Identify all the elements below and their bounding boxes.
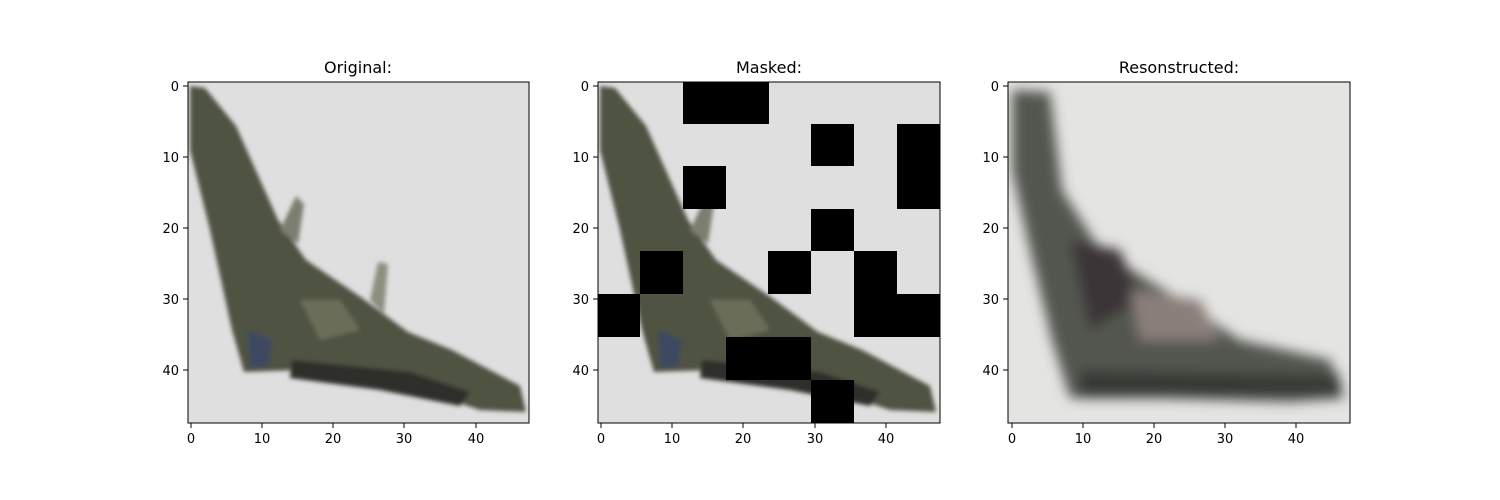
y-tick-label: 20 bbox=[982, 222, 999, 237]
axes-frame bbox=[597, 81, 941, 424]
y-axis bbox=[593, 85, 598, 371]
y-axis bbox=[183, 85, 188, 371]
y-tick-label: 40 bbox=[162, 364, 179, 379]
y-tick-label: 10 bbox=[162, 151, 179, 166]
x-axis bbox=[190, 423, 477, 428]
x-tick-label: 20 bbox=[325, 432, 342, 447]
x-tick-label: 30 bbox=[396, 432, 413, 447]
y-tick-label: 30 bbox=[982, 293, 999, 308]
x-tick-label: 0 bbox=[187, 432, 195, 447]
y-tick-label: 0 bbox=[581, 80, 589, 95]
x-tick-label: 40 bbox=[878, 432, 895, 447]
panel-reconstructed: Resonstructed: 0 10 20 30 40 bbox=[982, 58, 1351, 447]
x-tick-label: 30 bbox=[1217, 432, 1234, 447]
x-tick-label: 40 bbox=[1288, 432, 1305, 447]
y-tick-label: 20 bbox=[162, 222, 179, 237]
x-tick-label: 10 bbox=[1075, 432, 1092, 447]
x-tick-label: 20 bbox=[735, 432, 752, 447]
image-original bbox=[188, 82, 529, 423]
x-axis bbox=[1011, 423, 1297, 428]
x-tick-label: 40 bbox=[468, 432, 485, 447]
axes-frame bbox=[187, 81, 530, 424]
image-masked bbox=[598, 82, 940, 423]
y-tick-label: 40 bbox=[982, 364, 999, 379]
y-tick-label: 0 bbox=[171, 80, 179, 95]
x-tick-label: 10 bbox=[254, 432, 271, 447]
panel-masked: Masked: bbox=[572, 58, 941, 447]
y-tick-label: 0 bbox=[991, 80, 999, 95]
y-tick-label: 40 bbox=[572, 364, 589, 379]
y-axis bbox=[1003, 85, 1008, 371]
y-tick-label: 10 bbox=[982, 151, 999, 166]
image-reconstructed bbox=[1008, 82, 1350, 423]
y-tick-label: 10 bbox=[572, 151, 589, 166]
panel-original: Original: 0 10 20 30 40 bbox=[162, 58, 530, 447]
x-tick-label: 0 bbox=[1008, 432, 1016, 447]
mask-patches bbox=[598, 82, 940, 423]
y-tick-label: 20 bbox=[572, 222, 589, 237]
x-tick-label: 0 bbox=[597, 432, 605, 447]
y-tick-label: 30 bbox=[572, 293, 589, 308]
y-tick-label: 30 bbox=[162, 293, 179, 308]
axes-frame bbox=[1007, 81, 1351, 424]
panel-title: Original: bbox=[324, 58, 392, 77]
x-tick-label: 10 bbox=[664, 432, 681, 447]
x-tick-label: 30 bbox=[807, 432, 824, 447]
panel-title: Masked: bbox=[736, 58, 802, 77]
panel-title: Resonstructed: bbox=[1119, 58, 1239, 77]
x-axis bbox=[600, 423, 887, 428]
x-tick-label: 20 bbox=[1146, 432, 1163, 447]
